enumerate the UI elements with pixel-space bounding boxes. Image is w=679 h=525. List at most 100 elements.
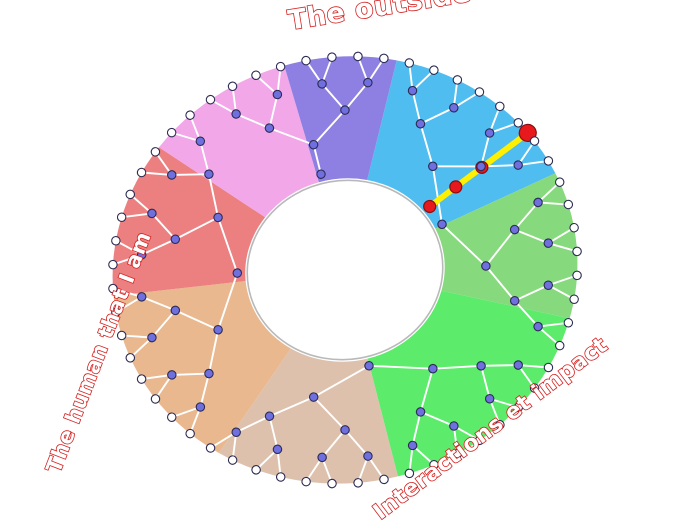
- leaf-node[interactable]: [185, 110, 195, 120]
- leaf-node[interactable]: [543, 156, 554, 166]
- leaf-node[interactable]: [353, 51, 363, 62]
- leaf-node[interactable]: [166, 127, 177, 138]
- internal-node[interactable]: [428, 363, 438, 374]
- internal-node[interactable]: [170, 305, 181, 316]
- internal-node[interactable]: [317, 79, 327, 89]
- internal-node[interactable]: [204, 169, 214, 179]
- internal-node[interactable]: [407, 440, 418, 451]
- internal-node[interactable]: [484, 394, 495, 404]
- internal-node[interactable]: [167, 370, 177, 380]
- leaf-node[interactable]: [495, 101, 505, 112]
- highlight-node[interactable]: [423, 199, 437, 214]
- leaf-node[interactable]: [275, 472, 286, 482]
- highlight-node[interactable]: [449, 180, 463, 194]
- leaf-node[interactable]: [555, 340, 565, 351]
- internal-node[interactable]: [533, 321, 543, 332]
- leaf-node[interactable]: [327, 478, 337, 489]
- leaf-node[interactable]: [543, 362, 554, 373]
- internal-node[interactable]: [449, 103, 459, 113]
- leaf-node[interactable]: [150, 394, 161, 404]
- internal-node[interactable]: [272, 444, 283, 455]
- leaf-node[interactable]: [125, 189, 135, 200]
- leaf-node[interactable]: [379, 474, 389, 485]
- internal-node[interactable]: [509, 224, 520, 235]
- internal-node[interactable]: [449, 421, 459, 431]
- internal-node[interactable]: [204, 368, 214, 379]
- leaf-node[interactable]: [563, 318, 574, 328]
- selected-path[interactable]: [413, 123, 547, 214]
- internal-node[interactable]: [437, 219, 447, 230]
- leaf-node[interactable]: [227, 455, 238, 465]
- internal-node[interactable]: [513, 160, 523, 170]
- internal-node[interactable]: [363, 451, 373, 461]
- leaf-node[interactable]: [429, 65, 439, 75]
- internal-node[interactable]: [136, 292, 147, 302]
- leaf-node[interactable]: [379, 53, 389, 64]
- leaf-node[interactable]: [227, 81, 238, 92]
- leaf-node[interactable]: [108, 259, 118, 270]
- leaf-node[interactable]: [529, 383, 540, 393]
- internal-node[interactable]: [170, 234, 181, 244]
- internal-node[interactable]: [308, 139, 319, 150]
- leaf-node[interactable]: [529, 136, 540, 146]
- leaf-node[interactable]: [429, 459, 439, 470]
- leaf-node[interactable]: [116, 212, 127, 222]
- leaf-node[interactable]: [404, 58, 415, 68]
- leaf-node[interactable]: [251, 70, 261, 81]
- leaf-node[interactable]: [452, 75, 463, 85]
- internal-node[interactable]: [195, 402, 206, 412]
- leaf-node[interactable]: [205, 443, 216, 453]
- leaf-node[interactable]: [275, 61, 286, 72]
- internal-node[interactable]: [340, 105, 350, 115]
- internal-node[interactable]: [147, 208, 157, 219]
- internal-node[interactable]: [195, 136, 206, 146]
- leaf-node[interactable]: [572, 270, 582, 281]
- leaf-node[interactable]: [166, 412, 177, 422]
- leaf-node[interactable]: [251, 465, 261, 475]
- internal-node[interactable]: [407, 85, 418, 96]
- internal-node[interactable]: [543, 280, 554, 291]
- internal-node[interactable]: [272, 89, 283, 100]
- internal-node[interactable]: [213, 325, 223, 335]
- leaf-node[interactable]: [150, 147, 161, 157]
- internal-node[interactable]: [415, 407, 426, 417]
- leaf-node[interactable]: [404, 468, 415, 479]
- leaf-node[interactable]: [301, 476, 311, 487]
- leaf-node[interactable]: [495, 420, 505, 430]
- internal-node[interactable]: [428, 161, 438, 172]
- internal-node[interactable]: [213, 212, 223, 223]
- leaf-node[interactable]: [452, 448, 463, 459]
- internal-node[interactable]: [533, 197, 543, 208]
- internal-node[interactable]: [509, 296, 520, 306]
- leaf-node[interactable]: [301, 55, 311, 66]
- leaf-node[interactable]: [513, 118, 524, 128]
- leaf-node[interactable]: [125, 353, 136, 363]
- internal-node[interactable]: [231, 109, 241, 119]
- internal-node[interactable]: [543, 238, 554, 248]
- internal-node[interactable]: [476, 161, 486, 172]
- internal-node[interactable]: [231, 427, 241, 437]
- leaf-node[interactable]: [136, 167, 147, 178]
- leaf-node[interactable]: [111, 236, 121, 246]
- leaf-node[interactable]: [116, 330, 127, 341]
- leaf-node[interactable]: [572, 246, 582, 257]
- internal-node[interactable]: [232, 268, 243, 278]
- leaf-node[interactable]: [136, 374, 147, 384]
- leaf-node[interactable]: [327, 52, 337, 62]
- internal-node[interactable]: [363, 77, 373, 88]
- internal-node[interactable]: [415, 119, 426, 129]
- internal-node[interactable]: [308, 392, 319, 402]
- leaf-node[interactable]: [513, 402, 524, 413]
- internal-node[interactable]: [136, 249, 147, 260]
- internal-node[interactable]: [147, 332, 157, 343]
- leaf-node[interactable]: [111, 307, 121, 318]
- leaf-node[interactable]: [108, 283, 118, 294]
- internal-node[interactable]: [364, 361, 374, 371]
- leaf-node[interactable]: [554, 177, 565, 187]
- leaf-node[interactable]: [563, 199, 574, 210]
- internal-node[interactable]: [340, 425, 350, 435]
- leaf-node[interactable]: [569, 222, 579, 233]
- internal-node[interactable]: [264, 123, 275, 133]
- leaf-node[interactable]: [205, 94, 216, 105]
- leaf-node[interactable]: [569, 294, 579, 304]
